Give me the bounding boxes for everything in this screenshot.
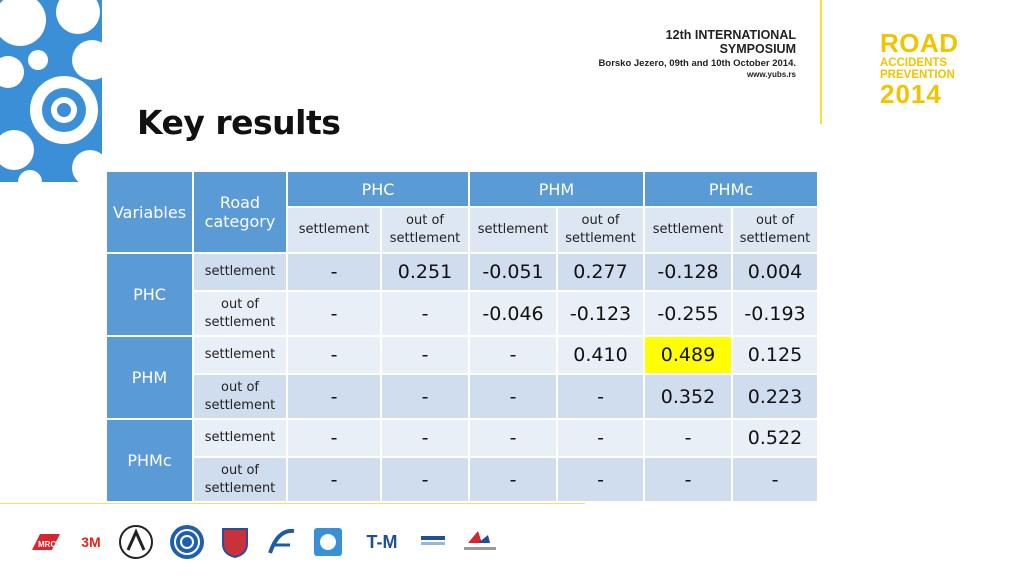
table-cell: -: [468, 456, 558, 503]
table-cell: -: [468, 418, 558, 458]
sponsor-logo-6: [264, 525, 298, 559]
brand-line-2: ACCIDENTS: [880, 57, 948, 69]
footer-divider: [0, 503, 585, 504]
table-cell: 0.004: [731, 252, 819, 292]
subheader: out of settlement: [731, 206, 819, 254]
table-cell: 0.223: [731, 373, 819, 420]
slide-title: Key results: [137, 103, 341, 142]
table-cell: 0.251: [380, 252, 470, 292]
table-cell: -: [380, 290, 470, 337]
tm-logo-text: T-M: [366, 531, 398, 552]
table-cell: 0.125: [731, 335, 819, 375]
subheader: settlement: [643, 206, 733, 254]
table-row: PHM settlement - - - 0.410 0.489 0.125: [105, 335, 819, 420]
table-cell: -: [556, 418, 645, 458]
table-row: out of settlement - - -0.046 -0.123 -0.2…: [106, 290, 819, 337]
table-cell: -: [286, 252, 382, 292]
mrc-logo: MRC: [30, 530, 64, 554]
sponsor-logo-5: [220, 526, 250, 558]
header-variables: Variables: [105, 170, 194, 254]
row-category: settlement: [192, 335, 288, 375]
table-cell: -: [286, 373, 382, 420]
3m-logo: 3M: [81, 534, 101, 550]
table-cell: -: [286, 418, 382, 458]
svg-text:MRC: MRC: [38, 540, 56, 549]
table-cell: 0.277: [556, 252, 645, 292]
symposium-line-3: Borsko Jezero, 09th and 10th October 201…: [598, 57, 796, 69]
symposium-line-1: 12th INTERNATIONAL: [665, 28, 796, 42]
table-cell: -: [286, 335, 382, 375]
sponsor-logo-9: [420, 532, 446, 552]
sponsor-logo-10: [460, 527, 500, 557]
header-group-phm: PHM: [468, 170, 645, 208]
table-row: PHC settlement - 0.251 -0.051 0.277 -0.1…: [105, 252, 819, 337]
symposium-line-2: SYMPOSIUM: [719, 42, 796, 57]
highlighted-cell: 0.489: [643, 335, 733, 375]
header-divider: [820, 0, 822, 124]
table-row: out of settlement - - - - - -: [106, 456, 819, 503]
row-variable-phmc: PHMc: [105, 418, 194, 503]
sponsor-logos: MRC 3M T-M: [30, 520, 500, 564]
table-cell: -: [286, 290, 382, 337]
row-variable-phm: PHM: [105, 335, 194, 420]
table-cell: -: [556, 456, 645, 503]
brand-line-4: 2014: [880, 79, 942, 109]
symposium-info: 12th INTERNATIONAL SYMPOSIUM Borsko Jeze…: [540, 28, 796, 79]
sponsor-logo-7: [312, 526, 344, 558]
table-cell: -: [380, 335, 470, 375]
subheader: settlement: [468, 206, 558, 254]
header-group-phmc: PHMc: [643, 170, 819, 208]
table-cell: 0.410: [556, 335, 645, 375]
table-row: out of settlement - - - - 0.352 0.223: [106, 373, 819, 420]
sponsor-logo-4: [168, 523, 206, 561]
table-cell: -: [643, 418, 733, 458]
sponsor-logo-3: [118, 524, 154, 560]
subheader: settlement: [286, 206, 382, 254]
table-cell: -0.046: [468, 290, 558, 337]
results-table: Variables Road category PHC PHM PHMc set…: [105, 170, 819, 503]
table-cell: -: [643, 456, 733, 503]
row-category: settlement: [192, 418, 288, 458]
table-cell: -: [556, 373, 645, 420]
brand-line-1: ROAD: [880, 28, 959, 58]
subheader: out of settlement: [556, 206, 645, 254]
table-cell: -: [380, 418, 470, 458]
table-cell: -: [380, 373, 470, 420]
row-category: out of settlement: [192, 290, 288, 337]
row-category: settlement: [192, 252, 288, 292]
decorative-circles: [0, 0, 102, 182]
header-road-category: Road category: [192, 170, 288, 254]
table-cell: -0.128: [643, 252, 733, 292]
header-group-phc: PHC: [286, 170, 470, 208]
table-cell: -0.193: [731, 290, 819, 337]
table-cell: -0.255: [643, 290, 733, 337]
tm-logo: T-M: [358, 530, 406, 554]
table-row: PHMc settlement - - - - - 0.522: [105, 418, 819, 503]
brand-line-3: PREVENTION: [880, 68, 955, 81]
table-cell: -: [731, 456, 819, 503]
table-cell: -: [468, 335, 558, 375]
row-category: out of settlement: [192, 373, 288, 420]
table-cell: 0.352: [643, 373, 733, 420]
row-variable-phc: PHC: [105, 252, 194, 337]
table-cell: -0.123: [556, 290, 645, 337]
table-cell: -0.051: [468, 252, 558, 292]
row-category: out of settlement: [192, 456, 288, 503]
brand-logo: ROAD ACCIDENTS PREVENTION 2014: [880, 30, 959, 107]
subheader: out of settlement: [380, 206, 470, 254]
table-cell: -: [468, 373, 558, 420]
symposium-website: www.yubs.rs: [746, 69, 796, 79]
table-cell: -: [286, 456, 382, 503]
table-cell: 0.522: [731, 418, 819, 458]
table-cell: -: [380, 456, 470, 503]
